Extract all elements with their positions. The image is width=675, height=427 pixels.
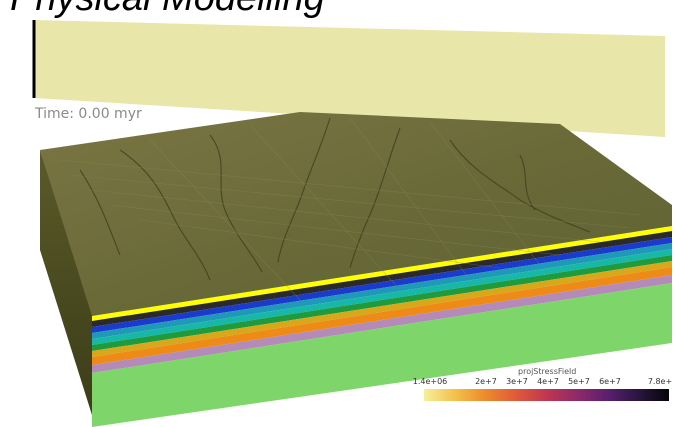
layer-band-4 (92, 249, 672, 345)
stress-plane (34, 20, 665, 137)
colorbar (424, 389, 669, 401)
page-title: Physical Modelling (10, 0, 430, 18)
top-surface[interactable] (40, 112, 672, 316)
stratigraphic-layers (92, 226, 672, 427)
layer-band-7 (92, 267, 672, 365)
colorbar-tick-2: 3e+7 (506, 377, 528, 386)
colorbar-tick-0: 1.4e+06 (412, 377, 448, 386)
layer-band-1 (92, 231, 672, 327)
colorbar-tick-1: 2e+7 (475, 377, 497, 386)
surface-texture (59, 117, 641, 301)
colorbar-tick-6: 7.8e+ (647, 377, 673, 386)
layer-band-0 (92, 226, 672, 321)
colorbar-gradient (424, 389, 669, 401)
surface-channels (79, 117, 591, 281)
colorbar-tick-4: 5e+7 (568, 377, 590, 386)
colorbar-tick-5: 6e+7 (599, 377, 621, 386)
layer-band-6 (92, 261, 672, 357)
layer-band-3 (92, 243, 672, 339)
block-side-left (40, 150, 92, 415)
layer-band-5 (92, 255, 672, 351)
colorbar-tick-3: 4e+7 (537, 377, 559, 386)
time-readout: Time: 0.00 myr (35, 106, 142, 122)
layer-band-8 (92, 275, 672, 373)
layer-band-2 (92, 237, 672, 333)
layer-band-9 (92, 283, 672, 427)
colorbar-title: projStressField (518, 367, 577, 376)
